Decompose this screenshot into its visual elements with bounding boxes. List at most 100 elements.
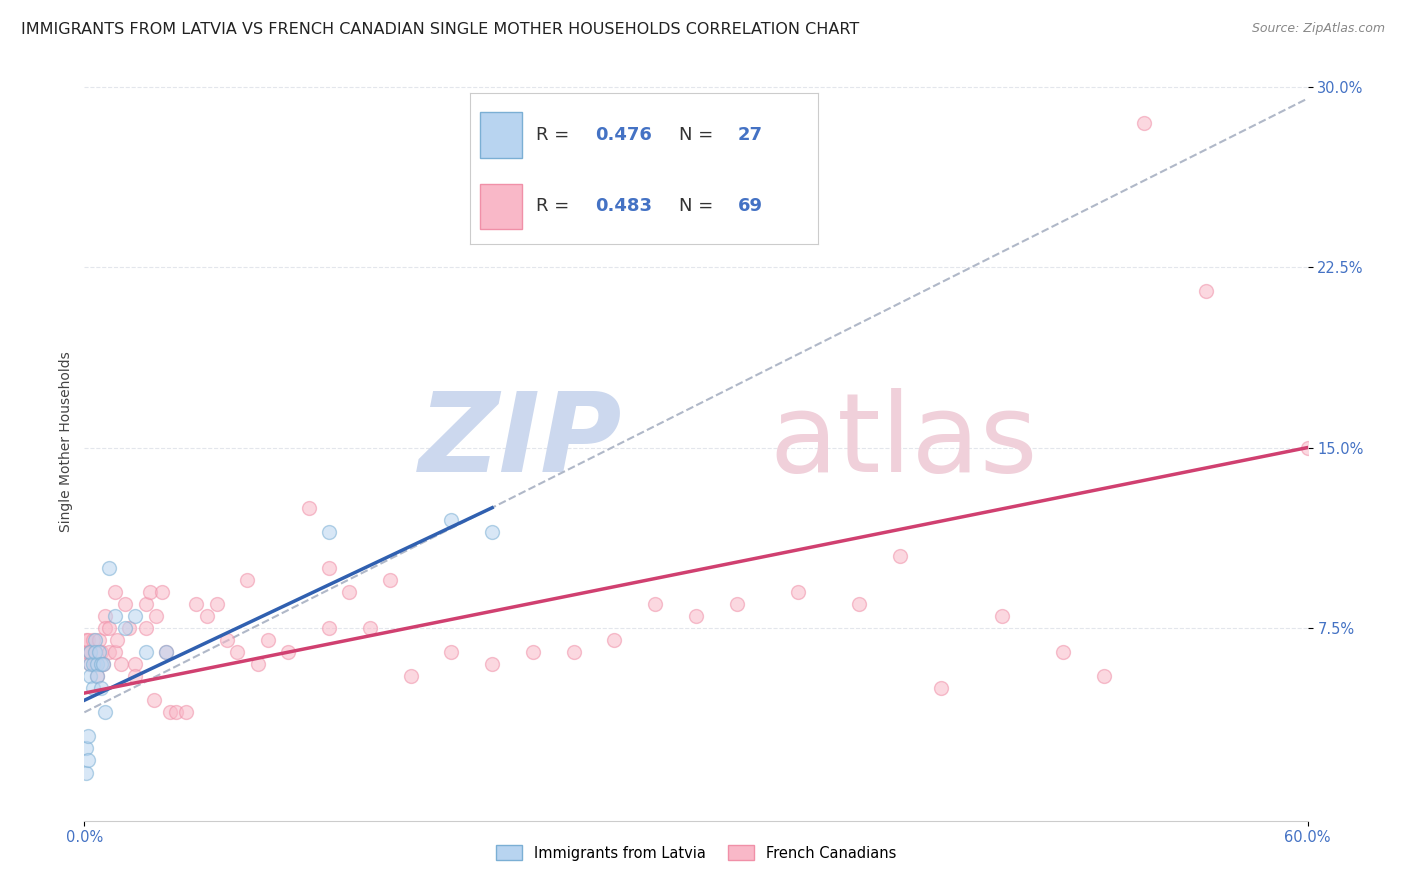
Point xyxy=(93,609,115,624)
Point xyxy=(90,681,112,696)
Point xyxy=(79,645,101,659)
Point xyxy=(110,657,132,672)
Point xyxy=(124,669,146,683)
Point xyxy=(236,573,259,587)
Point xyxy=(481,524,503,539)
Point xyxy=(318,621,340,635)
Point xyxy=(93,706,115,720)
Point xyxy=(195,609,218,624)
Point xyxy=(889,549,911,563)
Point xyxy=(138,585,160,599)
Point xyxy=(114,597,136,611)
Point xyxy=(91,657,114,672)
Point xyxy=(86,669,108,683)
Point xyxy=(205,597,228,611)
Point xyxy=(685,609,707,624)
Point xyxy=(787,585,810,599)
Point xyxy=(1195,284,1218,298)
Point xyxy=(155,645,177,659)
Point xyxy=(159,706,181,720)
Point xyxy=(481,657,503,672)
Point xyxy=(83,645,105,659)
Text: Source: ZipAtlas.com: Source: ZipAtlas.com xyxy=(1251,22,1385,36)
Point xyxy=(186,597,208,611)
Point xyxy=(97,645,120,659)
Point xyxy=(124,657,146,672)
Point xyxy=(135,621,157,635)
Point xyxy=(83,633,105,648)
Point xyxy=(77,754,100,768)
Point xyxy=(83,645,105,659)
Point xyxy=(82,633,104,648)
Point xyxy=(226,645,249,659)
Point xyxy=(75,633,97,648)
Point xyxy=(90,657,112,672)
Point xyxy=(246,657,269,672)
Point xyxy=(77,645,100,659)
Point xyxy=(359,621,381,635)
Point xyxy=(1092,669,1115,683)
Point xyxy=(380,573,402,587)
Point xyxy=(150,585,173,599)
Point xyxy=(82,657,104,672)
Point xyxy=(97,621,120,635)
Legend: Immigrants from Latvia, French Canadians: Immigrants from Latvia, French Canadians xyxy=(491,839,901,866)
Point xyxy=(91,657,114,672)
Y-axis label: Single Mother Households: Single Mother Households xyxy=(59,351,73,532)
Point xyxy=(145,609,167,624)
Point xyxy=(174,706,197,720)
Point xyxy=(86,657,108,672)
Point xyxy=(848,597,870,611)
Point xyxy=(114,621,136,635)
Point xyxy=(318,561,340,575)
Point xyxy=(135,597,157,611)
Point xyxy=(1133,115,1156,129)
Point xyxy=(124,609,146,624)
Point xyxy=(83,657,105,672)
Point xyxy=(1296,441,1319,455)
Point xyxy=(87,645,110,659)
Point xyxy=(155,645,177,659)
Point xyxy=(86,669,108,683)
Point xyxy=(75,765,97,780)
Point xyxy=(104,609,127,624)
Point xyxy=(991,609,1014,624)
Point xyxy=(104,645,127,659)
Point xyxy=(644,597,666,611)
Point xyxy=(929,681,952,696)
Point xyxy=(77,730,100,744)
Point xyxy=(79,657,101,672)
Point xyxy=(603,633,626,648)
Point xyxy=(1052,645,1074,659)
Point xyxy=(93,621,115,635)
Point xyxy=(97,561,120,575)
Point xyxy=(298,500,321,515)
Text: atlas: atlas xyxy=(769,388,1038,495)
Point xyxy=(339,585,361,599)
Point xyxy=(82,681,104,696)
Point xyxy=(277,645,299,659)
Point xyxy=(440,513,463,527)
Point xyxy=(562,645,585,659)
Point xyxy=(75,645,97,659)
Point xyxy=(318,524,340,539)
Point xyxy=(522,645,544,659)
Point xyxy=(79,669,101,683)
Point xyxy=(75,741,97,756)
Point xyxy=(90,645,112,659)
Point xyxy=(135,645,157,659)
Point xyxy=(118,621,141,635)
Point xyxy=(104,585,127,599)
Point xyxy=(725,597,748,611)
Point xyxy=(105,633,128,648)
Point xyxy=(77,633,100,648)
Text: IMMIGRANTS FROM LATVIA VS FRENCH CANADIAN SINGLE MOTHER HOUSEHOLDS CORRELATION C: IMMIGRANTS FROM LATVIA VS FRENCH CANADIA… xyxy=(21,22,859,37)
Point xyxy=(399,669,422,683)
Point xyxy=(217,633,239,648)
Point xyxy=(142,693,165,707)
Text: ZIP: ZIP xyxy=(419,388,623,495)
Point xyxy=(87,633,110,648)
Point xyxy=(79,657,101,672)
Point xyxy=(440,645,463,659)
Point xyxy=(165,706,187,720)
